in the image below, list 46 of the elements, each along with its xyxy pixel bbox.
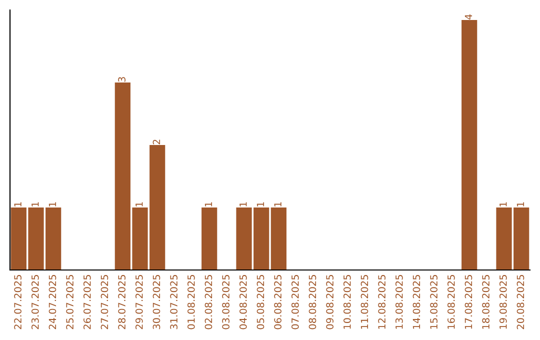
x-tick-label: 12.08.2025: [378, 275, 386, 329]
bar: [462, 20, 478, 270]
data-label: 1: [204, 202, 212, 206]
x-tick-label: 17.08.2025: [464, 275, 472, 329]
data-label: 1: [14, 202, 22, 206]
x-tick-label: 15.08.2025: [430, 275, 438, 329]
x-tick-label: 28.07.2025: [118, 275, 126, 330]
x-tick-label: 27.07.2025: [100, 275, 108, 330]
x-tick-label: 03.08.2025: [222, 275, 230, 330]
x-tick-label: 09.08.2025: [326, 275, 334, 330]
bar: [270, 208, 286, 270]
x-tick-label: 24.07.2025: [48, 275, 56, 330]
x-tick-label: 26.07.2025: [83, 275, 91, 330]
bar: [202, 208, 218, 270]
x-tick-label: 05.08.2025: [256, 275, 264, 330]
data-label: 1: [256, 202, 264, 206]
data-label: 1: [32, 202, 39, 206]
data-label: 4: [464, 14, 472, 20]
data-label: 2: [152, 140, 160, 144]
x-tick-label: 19.08.2025: [499, 275, 507, 329]
x-tick-label: 10.08.2025: [343, 275, 351, 329]
x-tick-label: 23.07.2025: [31, 275, 39, 330]
x-tick-label: 04.08.2025: [239, 275, 247, 330]
x-tick-label: 22.07.2025: [14, 275, 22, 330]
x-tick-label: 25.07.2025: [66, 275, 74, 330]
x-tick-label: 14.08.2025: [412, 275, 420, 329]
data-label: 1: [240, 202, 247, 206]
x-tick-label: 01.08.2025: [187, 275, 195, 330]
x-tick-label: 16.08.2025: [447, 275, 455, 329]
x-tick-label: 13.08.2025: [395, 275, 403, 329]
x-tick-label: 07.08.2025: [291, 275, 299, 330]
data-label: 3: [118, 77, 126, 82]
data-label: 1: [500, 202, 507, 206]
data-label: 1: [48, 202, 56, 206]
x-tick-label: 20.08.2025: [516, 275, 524, 330]
data-label: 1: [274, 202, 282, 206]
x-tick-label: 30.07.2025: [152, 275, 160, 330]
x-tick-label: 06.08.2025: [274, 275, 282, 330]
data-label: 1: [516, 202, 524, 206]
x-tick-label: 11.08.2025: [360, 275, 368, 329]
x-tick-label: 29.07.2025: [135, 275, 143, 330]
x-tick-label: 08.08.2025: [308, 275, 316, 330]
x-tick-label: 02.08.2025: [204, 275, 212, 330]
x-tick-label: 31.07.2025: [170, 275, 178, 330]
data-label: 1: [136, 202, 143, 206]
x-tick-label: 18.08.2025: [482, 275, 490, 329]
